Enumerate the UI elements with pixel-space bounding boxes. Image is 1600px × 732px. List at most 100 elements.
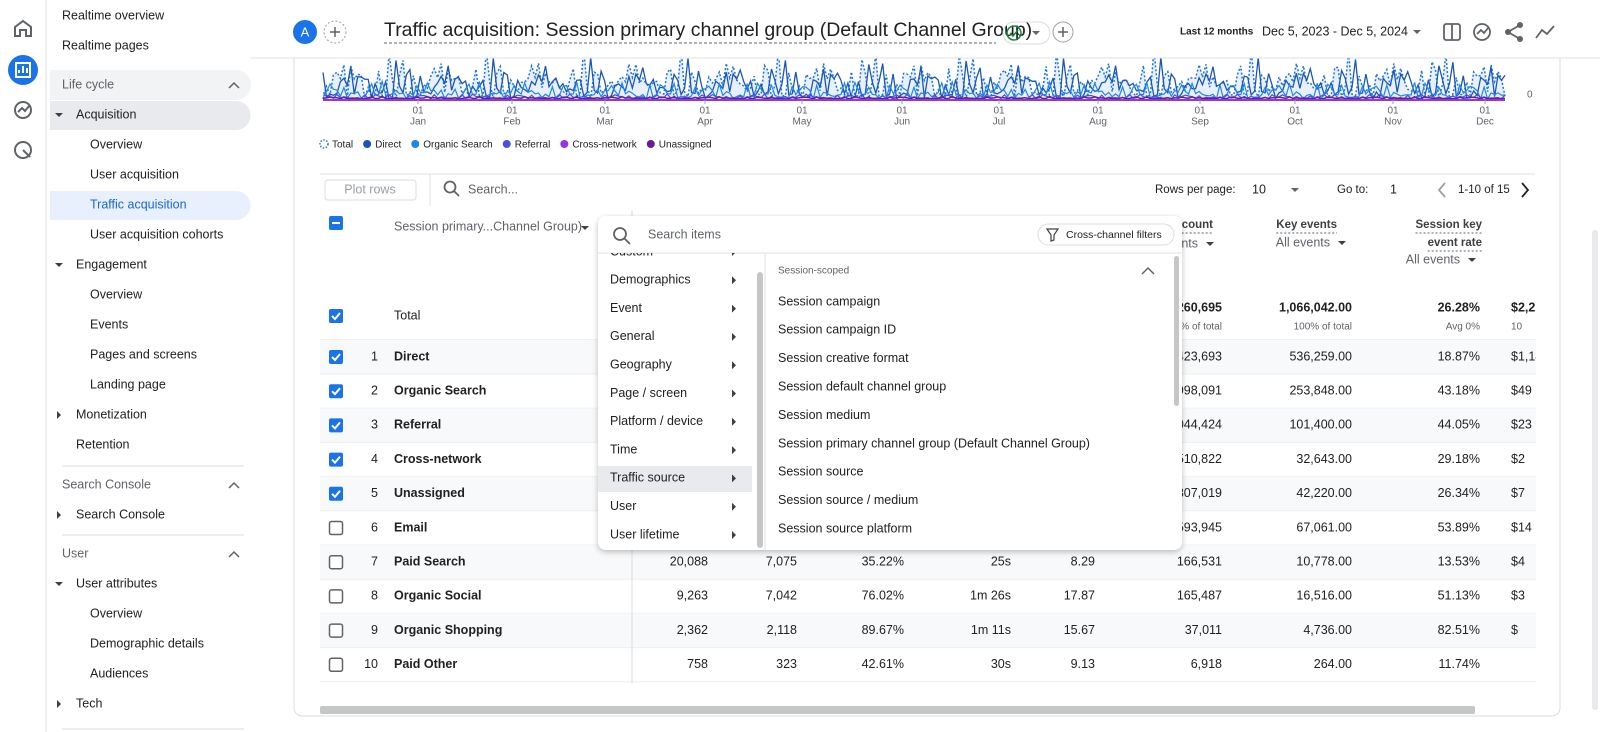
category[interactable]: Geography — [610, 357, 673, 371]
plot-rows-button[interactable] — [324, 179, 417, 201]
category[interactable]: Time — [610, 442, 637, 456]
caret[interactable] — [55, 582, 63, 586]
dimension-option[interactable]: Session creative format — [778, 351, 909, 365]
next-page[interactable] — [1521, 182, 1530, 198]
caret[interactable] — [55, 263, 63, 267]
checkbox[interactable] — [329, 452, 343, 467]
checkbox[interactable] — [328, 589, 344, 604]
category[interactable]: Demographics — [610, 273, 691, 287]
caret[interactable] — [732, 304, 736, 313]
caret[interactable] — [732, 502, 736, 511]
checkbox[interactable] — [329, 350, 343, 364]
page-scrollbar[interactable] — [1592, 230, 1598, 710]
section-chevron[interactable] — [228, 550, 240, 558]
dimension-option[interactable]: Session medium — [778, 408, 870, 422]
nav-item[interactable]: Acquisition — [76, 107, 136, 121]
category[interactable]: User lifetime — [610, 527, 680, 541]
avatar[interactable] — [293, 20, 317, 44]
caret[interactable] — [732, 361, 736, 370]
legend-label[interactable]: Direct — [375, 140, 401, 151]
category[interactable]: Traffic source — [610, 471, 685, 485]
legend-label[interactable]: Referral — [515, 140, 551, 151]
caret[interactable] — [57, 511, 61, 519]
table-search[interactable]: Search... — [468, 182, 518, 196]
dimension-option[interactable]: Session source / medium — [778, 493, 918, 507]
nav-item[interactable]: Overview — [90, 287, 143, 301]
caret[interactable] — [581, 226, 589, 230]
caret[interactable] — [732, 332, 736, 341]
column-header[interactable]: Session key — [1416, 219, 1483, 231]
caret[interactable] — [732, 276, 736, 285]
row-dimension[interactable]: Email — [394, 520, 427, 534]
caret[interactable] — [732, 446, 736, 455]
legend-label[interactable]: Total — [332, 140, 353, 151]
checkbox[interactable] — [328, 623, 344, 638]
nav-item[interactable]: Landing page — [90, 377, 166, 391]
nav-item[interactable]: User attributes — [76, 576, 157, 590]
category[interactable]: Page / screen — [610, 386, 687, 400]
legend-label[interactable]: Cross-network — [572, 140, 637, 151]
dimension-option[interactable]: Session default channel group — [778, 379, 946, 393]
collapse-group[interactable] — [1141, 266, 1155, 275]
search-icon[interactable] — [443, 180, 457, 194]
picker-search[interactable]: Search items — [648, 227, 721, 241]
row-dimension[interactable]: Organic Shopping — [394, 623, 502, 637]
caret[interactable] — [55, 113, 63, 117]
caret[interactable] — [732, 389, 736, 398]
row-dimension[interactable]: Direct — [394, 349, 430, 363]
nav-item[interactable]: Search Console — [76, 507, 165, 521]
checkbox[interactable] — [329, 384, 343, 399]
caret[interactable] — [57, 700, 61, 708]
nav-item[interactable]: Overview — [90, 606, 143, 620]
add-button[interactable] — [1052, 21, 1074, 43]
nav-item[interactable]: Realtime overview — [62, 8, 165, 22]
nav-item[interactable]: User acquisition cohorts — [90, 227, 223, 241]
dimension-header[interactable]: Session primary...Channel Group) — [394, 219, 582, 233]
rows-per-page[interactable]: 10 — [1252, 182, 1266, 196]
nav-item[interactable]: Monetization — [76, 407, 147, 421]
caret[interactable] — [732, 531, 736, 539]
row-dimension[interactable]: Organic Search — [394, 383, 486, 397]
row-dimension[interactable]: Cross-network — [394, 452, 482, 466]
row-dimension[interactable]: Unassigned — [394, 486, 465, 500]
caret[interactable] — [57, 411, 61, 419]
home-icon[interactable] — [14, 19, 32, 37]
nav-item[interactable]: Events — [90, 317, 128, 331]
filter-chip[interactable] — [1037, 223, 1175, 246]
nav-item[interactable]: Engagement — [76, 257, 147, 271]
section-chevron[interactable] — [228, 481, 240, 489]
column-metric[interactable]: All events — [1406, 252, 1460, 266]
status-pill[interactable] — [1002, 21, 1051, 45]
column-header[interactable]: event rate — [1428, 237, 1482, 249]
caret[interactable] — [732, 474, 736, 483]
row-dimension[interactable]: Referral — [394, 418, 441, 432]
date-range[interactable]: Dec 5, 2023 - Dec 5, 2024 — [1262, 24, 1408, 38]
nav-item[interactable]: User acquisition — [90, 167, 179, 181]
go-to[interactable]: 1 — [1390, 182, 1397, 196]
checkbox[interactable] — [328, 520, 344, 536]
nav-item[interactable]: Audiences — [90, 666, 148, 680]
caret[interactable] — [1206, 242, 1214, 246]
legend-label[interactable]: Unassigned — [659, 140, 712, 151]
caret[interactable] — [1468, 258, 1476, 262]
checkbox[interactable] — [328, 554, 344, 570]
nav-item[interactable]: Demographic details — [90, 636, 204, 650]
category[interactable]: User — [610, 499, 636, 513]
dimension-option[interactable]: Session campaign ID — [778, 323, 896, 337]
row-dimension[interactable]: Paid Other — [394, 657, 457, 671]
dimension-option[interactable]: Session source platform — [778, 521, 912, 535]
row-dimension[interactable]: Organic Social — [394, 589, 482, 603]
checkbox[interactable] — [329, 418, 343, 433]
section-chevron[interactable] — [228, 81, 240, 89]
caret[interactable] — [732, 248, 736, 256]
dimension-option[interactable]: Session primary channel group (Default C… — [778, 436, 1090, 450]
row-dimension[interactable]: Paid Search — [394, 554, 466, 568]
column-metric[interactable]: All events — [1276, 235, 1330, 249]
prev-page[interactable] — [1437, 182, 1446, 198]
column-metric[interactable]: nts — [1181, 236, 1198, 250]
category[interactable]: Custom — [610, 244, 653, 258]
checkbox[interactable] — [329, 486, 343, 501]
insights-icon[interactable] — [1473, 23, 1491, 41]
nav-item[interactable]: Retention — [76, 437, 130, 451]
category[interactable]: Event — [610, 301, 642, 315]
